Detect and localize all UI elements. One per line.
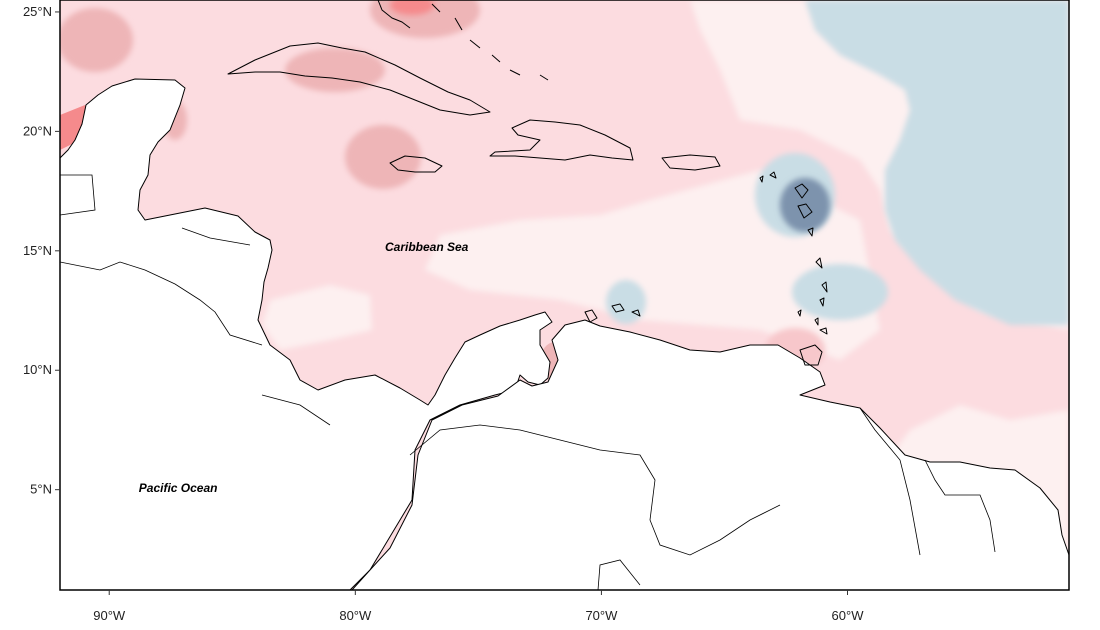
field-medium-pink-jamaica [345,125,421,189]
x-tick-label: 80°W [339,608,372,623]
field-dark-blue-leeward [780,178,830,232]
y-tick-label: 5°N [30,482,52,497]
x-tick-label: 90°W [93,608,126,623]
landmasses [60,0,1069,590]
bahamas [377,0,549,81]
field-very-light-pink-west [262,285,372,350]
field-light-blue-windward [792,264,888,320]
field-light-blue-atlantic [805,0,1069,325]
place-label-pacific: Pacific Ocean [139,481,218,495]
x-tick-label: 70°W [585,608,618,623]
place-label-atlantic: Atlantic Ocean [854,0,939,1]
hispaniola [489,119,634,161]
country-borders [60,174,996,590]
place-label-caribbean: Caribbean Sea [385,240,469,254]
south-america-land [351,319,1069,590]
x-axis: 90°W 80°W 70°W 60°W [93,590,864,623]
y-tick-label: 20°N [23,123,52,138]
map-frame [59,0,1070,591]
field-red-bahamas [390,0,434,15]
y-tick-label: 15°N [23,243,52,258]
puerto-rico [661,154,721,171]
lesser-antilles [759,171,828,326]
field-medium-pink-cuba [285,48,385,92]
cuba [227,42,491,116]
x-tick-label: 60°W [832,608,865,623]
y-tick-label: 10°N [23,362,52,377]
trinidad-tobago [799,327,828,366]
y-tick-label: 25°N [23,4,52,19]
field-medium-pink-yucatan [60,8,133,72]
y-axis: 25°N 20°N 15°N 10°N 5°N [23,4,60,497]
place-labels: Atlantic Ocean Caribbean Sea Pacific Ocean [139,0,939,495]
abc-islands [584,303,641,323]
field-light-blue-curacao [606,280,646,324]
jamaica [389,155,443,173]
